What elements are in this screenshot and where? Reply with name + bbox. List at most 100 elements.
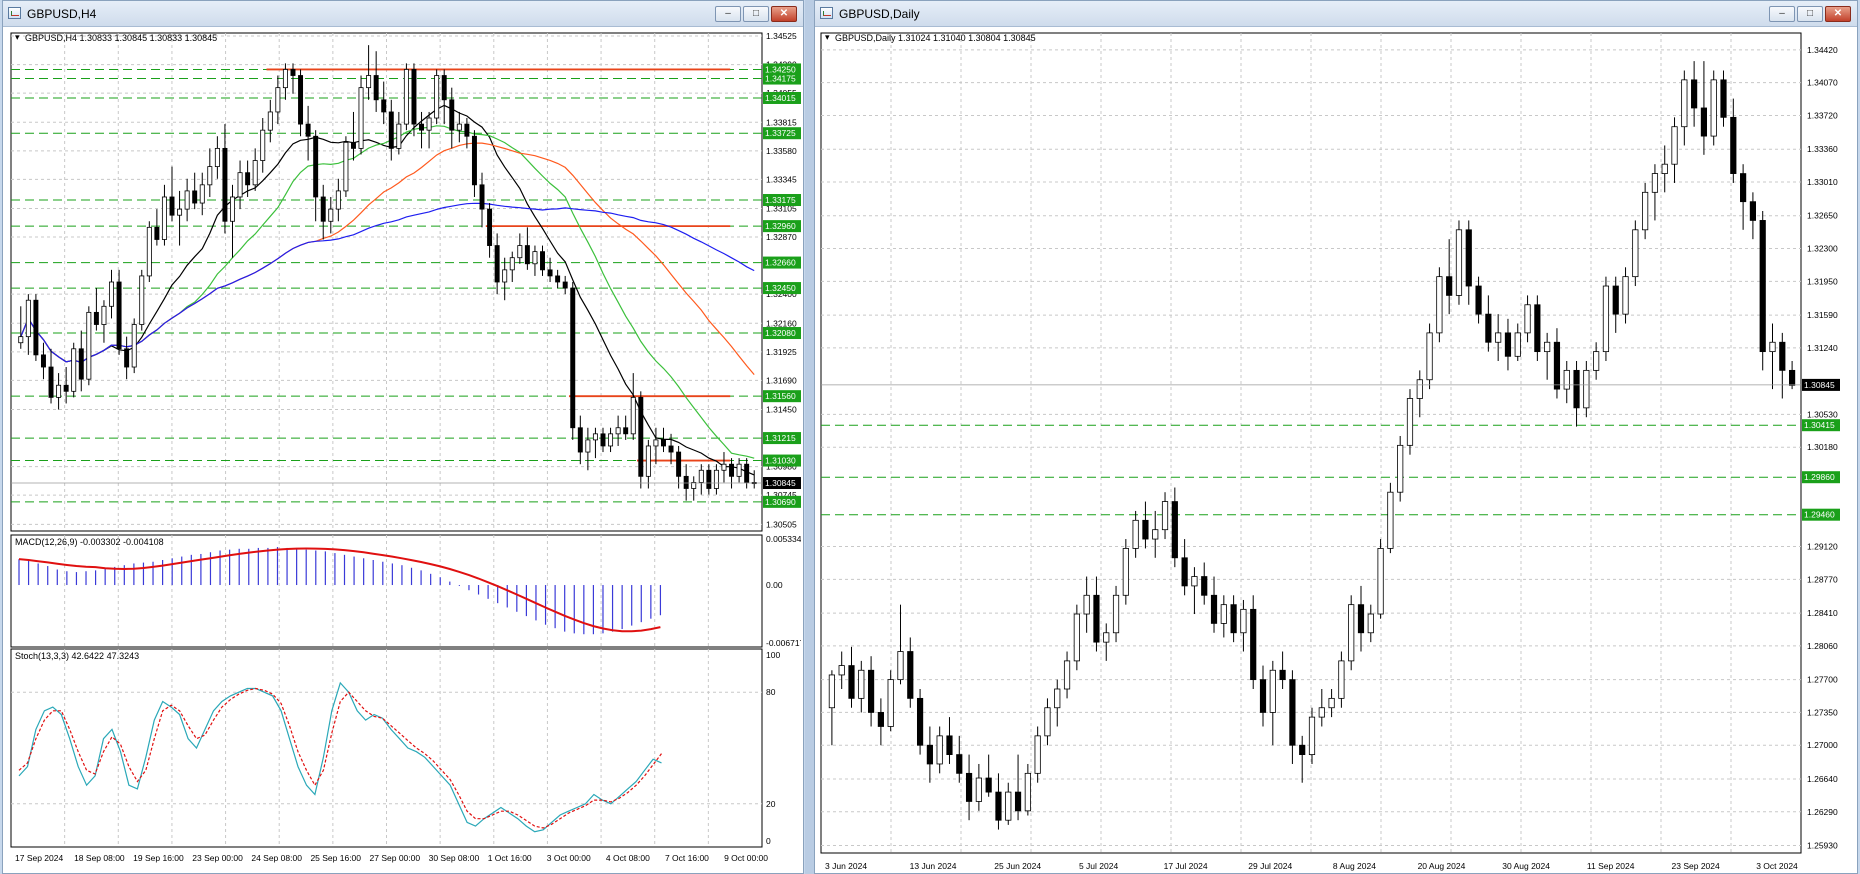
price-tick-label: 1.29120: [1807, 542, 1838, 552]
right-chart-area[interactable]: 1.34420 1.34070 1.33720 1.33360 1.33010 1.326…: [817, 29, 1855, 874]
price-tick-label: 1.26640: [1807, 774, 1838, 784]
candle-body: [479, 184, 485, 210]
macd-tick-label: 0.00: [766, 580, 783, 590]
price-tick-label: 1.33720: [1807, 110, 1838, 120]
candle-body: [1710, 79, 1717, 137]
candle-body: [419, 123, 425, 131]
candle-body: [562, 281, 568, 289]
level-price-tag: [763, 327, 801, 340]
candle-body: [1014, 791, 1022, 812]
candle-body: [1024, 772, 1031, 812]
candle-body: [1544, 341, 1551, 353]
left-chart-window[interactable]: GBPUSD,H4 – □ ✕ 1.345251.342901.340551.3…: [2, 0, 805, 874]
level-price-tag: [1802, 508, 1840, 521]
candle-body: [275, 87, 281, 113]
candle-body: [63, 384, 69, 392]
restore-button[interactable]: □: [1797, 6, 1823, 22]
time-tick-label: 29 Jul 2024: [1248, 861, 1292, 871]
moving-average-line: [20, 125, 755, 459]
candle-body: [1387, 491, 1394, 549]
candle-body: [645, 445, 651, 477]
time-tick-label: 30 Aug 2024: [1502, 861, 1550, 871]
candle-body: [691, 482, 697, 489]
current-price-text: 1.30845: [1804, 380, 1835, 390]
price-tick-label: 1.34420: [1807, 45, 1838, 55]
candle-body: [207, 166, 213, 186]
level-price-text: 1.32450: [765, 283, 796, 293]
candle-body: [577, 427, 583, 453]
macd-tick-label: -0.006717: [766, 638, 801, 648]
candle-body: [1769, 341, 1776, 353]
candle-body: [1171, 501, 1178, 559]
candle-body: [936, 735, 943, 765]
window-splitter[interactable]: [805, 0, 815, 874]
candle-body: [260, 129, 266, 161]
minimize-button[interactable]: –: [1769, 6, 1795, 22]
time-tick-label: 25 Sep 16:00: [310, 853, 361, 863]
candle-body: [1240, 608, 1247, 634]
moving-average-line: [20, 104, 755, 476]
candle-body: [1593, 351, 1600, 371]
daily-chart-canvas[interactable]: 1.34420 1.34070 1.33720 1.33360 1.33010 1.326…: [817, 29, 1855, 873]
right-chart-window[interactable]: GBPUSD,Daily – □ ✕ 1.34420 1.34070 1.33720…: [814, 0, 1858, 874]
candle-body: [736, 463, 742, 477]
level-price-text: 1.29460: [1804, 510, 1835, 520]
candle-body: [867, 669, 875, 713]
candle-body: [282, 69, 288, 89]
candle-body: [214, 147, 220, 168]
candle-body: [343, 141, 349, 192]
candle-body: [956, 754, 963, 774]
candle-body: [1416, 379, 1423, 399]
candle-body: [1563, 369, 1570, 390]
close-button[interactable]: ✕: [771, 6, 797, 22]
moving-average-line: [20, 142, 755, 375]
candle-body: [335, 190, 341, 210]
candle-body: [381, 99, 387, 113]
level-price-text: 1.34175: [765, 74, 796, 84]
left-titlebar[interactable]: GBPUSD,H4 – □ ✕: [3, 1, 803, 27]
level-price-tag: [763, 91, 801, 104]
time-tick-label: 23 Sep 2024: [1672, 861, 1720, 871]
candle-body: [1289, 679, 1296, 746]
candle-body: [1759, 220, 1766, 353]
candle-body: [25, 299, 31, 338]
candle-body: [1348, 604, 1355, 662]
candle-body: [1779, 341, 1786, 371]
level-price-tag: [763, 220, 801, 233]
candle-body: [985, 777, 992, 793]
time-tick-label: 17 Jul 2024: [1164, 861, 1208, 871]
left-chart-area[interactable]: 1.345251.342901.340551.338151.335801.333…: [5, 29, 805, 874]
candle-body: [388, 111, 394, 149]
candle-body: [1299, 744, 1306, 756]
candle-body: [1514, 332, 1521, 357]
level-price-tag: [763, 390, 801, 403]
level-price-tag: [763, 63, 801, 76]
candle-body: [502, 269, 508, 283]
candle-body: [131, 324, 137, 368]
candle-body: [245, 172, 251, 186]
restore-button[interactable]: □: [743, 6, 769, 22]
price-tick-label: 1.27350: [1807, 707, 1838, 717]
candle-body: [1740, 173, 1747, 203]
candle-body: [1142, 519, 1149, 540]
candle-body: [222, 147, 228, 222]
candle-body: [517, 245, 523, 259]
price-tick-label: 1.30180: [1807, 442, 1838, 452]
candle-body: [1201, 576, 1208, 596]
candle-body: [1504, 332, 1512, 357]
candle-body: [366, 75, 372, 89]
minimize-button[interactable]: –: [715, 6, 741, 22]
time-tick-label: 17 Sep 2024: [15, 853, 63, 863]
macd-tick-label: 0.005334: [766, 534, 801, 544]
time-tick-label: 13 Jun 2024: [910, 861, 957, 871]
level-price-text: 1.31030: [765, 456, 796, 466]
candle-body: [683, 475, 689, 489]
candle-body: [192, 190, 198, 204]
chart-window-icon: [820, 7, 833, 19]
right-titlebar[interactable]: GBPUSD,Daily – □ ✕: [815, 1, 1857, 27]
close-button[interactable]: ✕: [1825, 6, 1851, 22]
candle-body: [267, 111, 273, 131]
h4-chart-canvas[interactable]: 1.345251.342901.340551.338151.335801.333…: [5, 29, 805, 873]
candle-body: [570, 287, 576, 429]
candle-body: [1524, 304, 1531, 334]
